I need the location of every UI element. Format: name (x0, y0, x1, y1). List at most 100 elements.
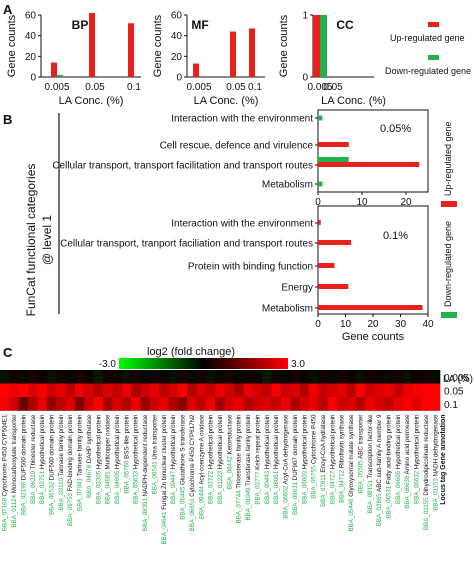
gene-annotation: Hypothetical protein (170, 414, 177, 469)
bar-up-0.1 (128, 23, 134, 77)
locus-tag: BBA_01153 (432, 476, 439, 510)
y-tick-label: 20 (171, 52, 183, 63)
chart-b-group-1: 0 10 20 Interaction with the environment Cel… (52, 109, 429, 208)
bar-up-0.05 (89, 12, 95, 77)
locus-tag: BBA_09447 (170, 469, 177, 504)
locus-tag: BBA_06605 (395, 469, 402, 504)
heatmap-column-label: BBA_04641 Fungal Zn binuclear cluster pr… (161, 414, 168, 545)
locus-tag: BBA_06638 (404, 474, 411, 508)
heatmap-column-label: BBA_03865 ABC sub-family A member 9 (376, 414, 383, 526)
heatmap-column-label: BBA_04712 Riboflavin synthase (339, 414, 346, 503)
heatmap-column-label: BBA_08391 NADPH-dependent reductase (142, 414, 149, 531)
heatmap-column-label: BBA_04727 Hypothetical protein (329, 414, 336, 504)
heatmap-cell (37, 370, 48, 384)
chart-b-group-2: 0 10 20 30 40 Interaction with the environmen… (60, 205, 434, 330)
heatmap-column-label: BBA_09444 Acyl-coenzyme A oxidase (198, 414, 205, 519)
heatmap-cell (393, 370, 403, 384)
locus-tag: BBA_03722 (208, 469, 215, 504)
heatmap-column-label: BBA_06532 DUF500 domain protein (48, 414, 55, 515)
heatmap-cell (327, 397, 338, 411)
heatmap-cell (187, 370, 197, 384)
heatmap-column-label: BBA_05755 Cytochrome P450 (311, 414, 318, 499)
heatmap-cell (234, 383, 244, 398)
bar-up-0.005 (313, 15, 320, 77)
heatmap-cell (121, 397, 132, 411)
heatmap-cell (149, 383, 160, 398)
x-axis-label: LA Conc. (%) (59, 95, 124, 107)
x-tick-label: 0.005 (307, 82, 332, 93)
heatmap-column-labels: BBA_07168 Cytochrome P450 CYP504E1BBA_01… (2, 414, 447, 545)
heatmap-column-label: BBA_06219 Thioester reductase (30, 414, 37, 504)
chart-a-mf: 0 20 40 60 0.005 0.05 0.1 MF Gene counts LA Conc.… (152, 11, 265, 107)
heatmap-column-label: BBA_06445 Glutathione S-transferase (180, 414, 187, 520)
heatmap-cell (299, 383, 310, 398)
heatmap-cell (318, 383, 328, 398)
heatmap-cell (355, 397, 366, 411)
gene-annotation: Hypothetical protein (264, 414, 271, 469)
locus-tag: BBA_05505 (357, 459, 364, 493)
gene-annotation: Transcription factor-like (367, 414, 374, 479)
y-axis-label: Gene counts (278, 14, 290, 77)
heatmap-cell (224, 397, 235, 411)
heatmap-cell (187, 383, 197, 398)
heatmap-cell (28, 397, 38, 411)
bar-up (318, 284, 349, 289)
gene-annotation: Hypothetical protein (217, 414, 224, 469)
heatmap-cell (280, 397, 291, 411)
heatmap-cell (74, 370, 85, 384)
category-label: Energy (281, 283, 313, 294)
heatmap-cell (430, 383, 441, 398)
heatmap-row-label: 0.05 (444, 386, 464, 397)
heatmap-cell (308, 383, 319, 398)
gene-annotation: Acyl-CoA dehydrogenase (283, 414, 290, 484)
gene-annotation: Dihydrodipicolinate reductase (423, 414, 430, 496)
heatmap-cell (74, 397, 85, 411)
locus-tag: BBA_07168 (2, 496, 9, 531)
heatmap-cell (365, 370, 375, 384)
gene-annotation: Multicopper oxidase (105, 414, 112, 470)
bar-up (318, 240, 351, 245)
heatmap-column-label: BBA_09447 Hypothetical protein (170, 414, 177, 504)
x-tick-label: 0.005 (44, 82, 69, 93)
category-label: Cellular transport, tranport faciliation… (60, 239, 313, 250)
legend-b: Up-regulated gene Down-regulated gene (441, 121, 457, 318)
y-tick-label: 40 (171, 31, 183, 42)
heatmap-column-label: BBA_07041 Tannase family protein (77, 414, 84, 511)
heatmap-column-label: BBA_01049 Transferase family protein (245, 414, 252, 520)
heatmap-row-label: 0.005 (444, 373, 469, 384)
heatmap-column-label: BBA_01223 Hypothetical protein (217, 414, 224, 504)
x-axis-label: Gene counts (342, 331, 405, 343)
heatmap-cell (28, 370, 38, 384)
heatmap-cell (393, 383, 403, 398)
heatmap-cell (252, 397, 263, 411)
heatmap-cell (205, 383, 216, 398)
heatmap-column-label: BBA_02751 Hypothetical protein (39, 414, 46, 504)
category-label: Metabolism (262, 304, 313, 315)
heatmap-cell (102, 397, 113, 411)
heatmap-cell (355, 370, 366, 384)
heatmap-cell (18, 383, 29, 398)
annotation-header: Gene annotation (440, 415, 447, 470)
x-tick-label: 0.05 (323, 82, 343, 93)
gene-annotation: Hypothetical protein (95, 414, 102, 469)
legend-a-up-swatch (428, 22, 439, 27)
heatmap-cell (46, 370, 57, 384)
heatmap-column-label: BBA_01153 NADH dehydrogenase (432, 414, 439, 511)
heatmap-column-label: BBA_08151 Transcription factor-like (367, 414, 374, 513)
heatmap-cell (308, 397, 319, 411)
heatmap-cell (187, 397, 197, 411)
heatmap-cell (168, 370, 179, 384)
gene-annotation: Tannase family protein (77, 414, 84, 476)
y-axis-label: Gene counts (6, 14, 18, 77)
heatmap-column-label: BBA_08442 Ketoreductase (226, 414, 233, 489)
locus-tag: BBA_01049 (245, 486, 252, 521)
locus-tag: BBA_04641 (161, 510, 168, 545)
locus-tag: BBA_06532 (48, 480, 55, 515)
heatmap-cell (337, 397, 347, 411)
heatmap-cell (215, 370, 225, 384)
heatmap-cell (84, 370, 94, 384)
locus-tag: BBA_06445 (180, 485, 187, 520)
heatmap-cell (290, 383, 300, 398)
heatmap-cell (224, 383, 235, 398)
heatmap-row-label: 0.1 (444, 400, 458, 411)
